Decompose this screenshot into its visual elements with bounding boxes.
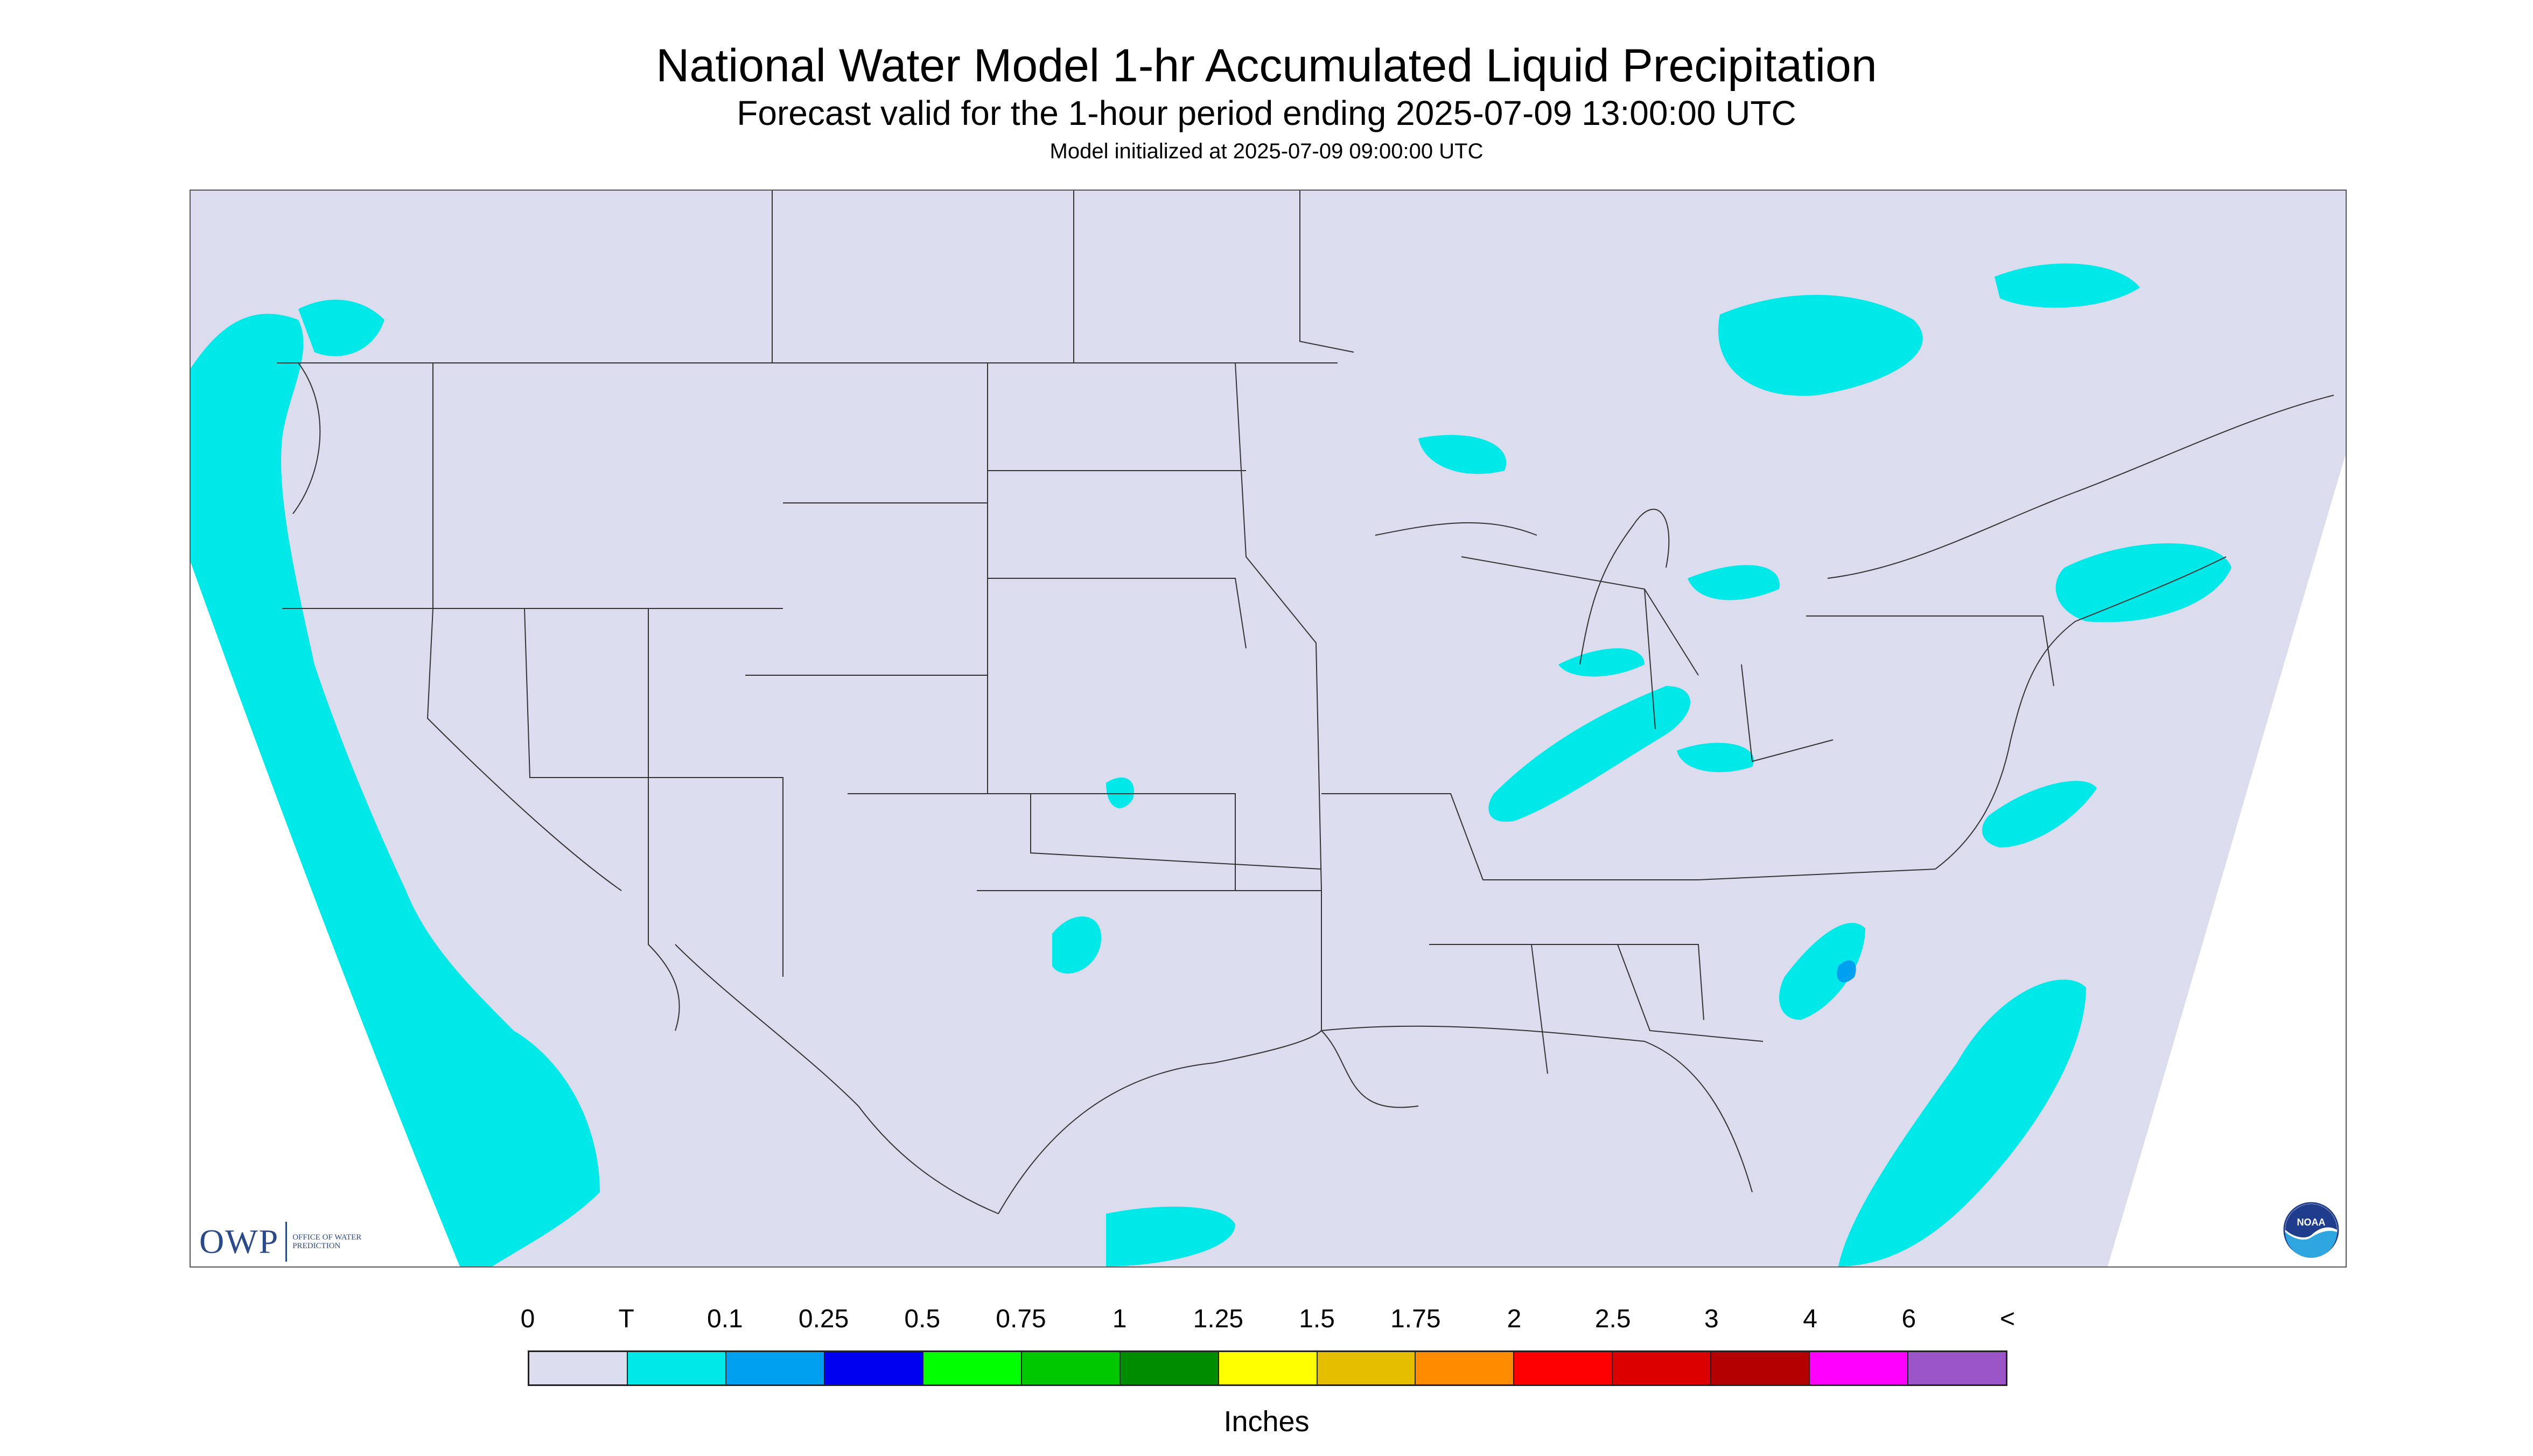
precip-area-pacific: [191, 313, 600, 1266]
legend-tick-label: 6: [1901, 1305, 1916, 1333]
legend-swatch: [1908, 1352, 2006, 1384]
precipitation-map: [190, 190, 2347, 1268]
precip-area-kentucky: [1677, 743, 1754, 772]
legend-swatch: [529, 1352, 628, 1384]
legend-swatch: [1021, 1352, 1121, 1384]
map-canvas: [191, 191, 2346, 1266]
precip-area-superior: [1418, 435, 1507, 474]
precip-area-oklahoma: [1106, 778, 1134, 808]
owp-logo: OWP Office of Water Prediction: [199, 1221, 373, 1262]
precip-area-quebec: [1995, 263, 2140, 308]
legend-tick-label: 1.75: [1390, 1305, 1441, 1333]
precip-area-ontario: [1718, 295, 1923, 396]
precip-area-michigan: [1688, 565, 1780, 600]
owp-logo-text: Office of Water Prediction: [292, 1233, 362, 1250]
legend-tick-label: T: [618, 1305, 634, 1333]
legend-tick-label: 1: [1112, 1305, 1127, 1333]
legend-swatch: [1416, 1352, 1515, 1384]
legend-swatch: [1613, 1352, 1712, 1384]
precip-area-northeast: [2055, 543, 2231, 622]
legend-units: Inches: [1223, 1405, 1310, 1438]
legend-swatch: [1514, 1352, 1613, 1384]
map-subtitle: Forecast valid for the 1-hour period end…: [737, 94, 1796, 132]
precip-area-heavy: [1837, 960, 1856, 983]
noaa-logo: NOAA: [2283, 1202, 2339, 1258]
legend-swatch: [1219, 1352, 1318, 1384]
legend-tick-label: 1.25: [1193, 1305, 1244, 1333]
legend-swatch: [726, 1352, 825, 1384]
legend-swatch: [923, 1352, 1022, 1384]
legend-swatch: [824, 1352, 923, 1384]
precip-area-texas: [1052, 916, 1102, 974]
legend-tick-label: 3: [1704, 1305, 1719, 1333]
legend-tick-label: 0.75: [996, 1305, 1046, 1333]
legend-tick-label: 1.5: [1299, 1305, 1335, 1333]
legend-swatch: [627, 1352, 726, 1384]
legend-tick-labels: 0 T 0.1 0.25 0.5 0.75 1 1.25 1.5 1.75 2 2.5 3 4 6 <: [521, 1303, 2015, 1335]
legend-tick-label: 0.1: [707, 1305, 743, 1333]
legend-tick-label: 4: [1803, 1305, 1817, 1333]
precip-area-pnw: [298, 299, 384, 356]
legend-tick-label: 0.5: [904, 1305, 941, 1333]
precip-area-atlantic: [1982, 781, 2097, 848]
legend-swatch: [1317, 1352, 1416, 1384]
legend-tick-label: 0: [520, 1305, 535, 1333]
legend-swatch: [1120, 1352, 1219, 1384]
precip-area-gulf: [1106, 1206, 1235, 1266]
precip-area-indiana: [1558, 648, 1645, 677]
legend-tick-label: 0.25: [798, 1305, 849, 1333]
precip-area-carolina: [1779, 923, 1865, 1020]
legend-swatch: [1711, 1352, 1810, 1384]
owp-logo-mark: OWP: [199, 1222, 288, 1262]
precip-area-ohio-valley: [1488, 686, 1690, 822]
noaa-logo-text: NOAA: [2297, 1217, 2326, 1228]
precipitation-legend: [528, 1350, 2007, 1386]
state-boundaries: [277, 191, 2334, 1214]
legend-swatch: [1810, 1352, 1909, 1384]
legend-tick-label: <: [1999, 1305, 2016, 1333]
model-init-time: Model initialized at 2025-07-09 09:00:00…: [1049, 139, 1484, 163]
legend-tick-label: 2: [1507, 1305, 1522, 1333]
precip-area-atlantic-south: [1838, 979, 2086, 1266]
legend-tick-label: 2.5: [1594, 1305, 1631, 1333]
map-title: National Water Model 1-hr Accumulated Li…: [656, 40, 1877, 92]
